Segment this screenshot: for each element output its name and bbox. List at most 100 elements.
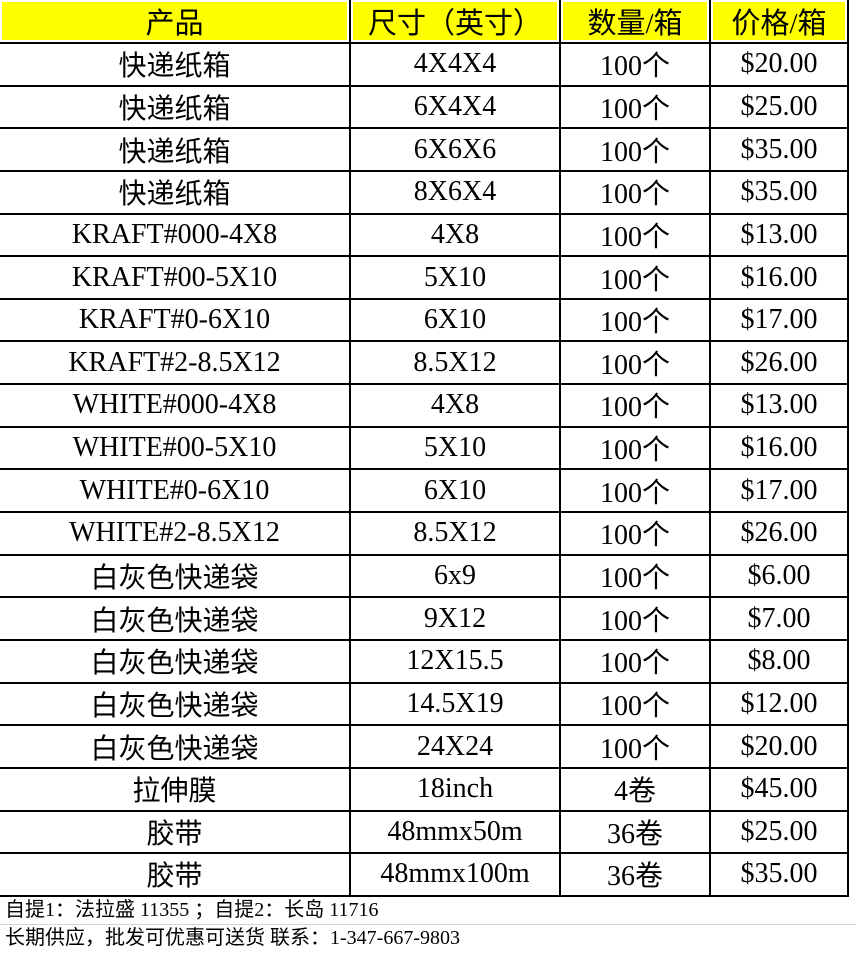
price-cell: $25.00	[709, 84, 849, 130]
size-cell: 5X10	[349, 255, 561, 300]
quantity-cell: 100个	[559, 425, 711, 471]
table-row: 白灰色快递袋 9X12 100个 $7.00	[0, 596, 849, 641]
quantity-cell: 4卷	[559, 766, 711, 812]
quantity-cell: 100个	[559, 340, 711, 386]
header-size: 尺寸（英寸）	[349, 0, 561, 44]
header-quantity: 数量/箱	[559, 0, 711, 44]
table-row: WHITE#000-4X8 4X8 100个 $13.00	[0, 383, 849, 428]
table-row: 拉伸膜 18inch 4卷 $45.00	[0, 766, 849, 812]
table-row: WHITE#0-6X10 6X10 100个 $17.00	[0, 468, 849, 514]
table-row: 快递纸箱 8X6X4 100个 $35.00	[0, 169, 849, 215]
size-cell: 48mmx50m	[349, 809, 561, 855]
product-cell: 拉伸膜	[0, 766, 351, 812]
price-cell: $35.00	[709, 852, 849, 897]
price-cell: $13.00	[709, 383, 849, 428]
table-row: 胶带 48mmx100m 36卷 $35.00	[0, 852, 849, 897]
product-cell: WHITE#0-6X10	[0, 468, 351, 514]
quantity-cell: 100个	[559, 596, 711, 641]
size-cell: 6X6X6	[349, 127, 561, 172]
quantity-cell: 100个	[559, 255, 711, 300]
price-cell: $25.00	[709, 809, 849, 855]
table-row: KRAFT#000-4X8 4X8 100个 $13.00	[0, 212, 849, 258]
price-cell: $35.00	[709, 169, 849, 215]
price-cell: $6.00	[709, 553, 849, 599]
price-table: 产品 尺寸（英寸） 数量/箱 价格/箱 快递纸箱 4X4X4 100个 $20.00 快…	[0, 0, 849, 897]
table-row: KRAFT#00-5X10 5X10 100个 $16.00	[0, 255, 849, 300]
size-cell: 8X6X4	[349, 169, 561, 215]
quantity-cell: 100个	[559, 468, 711, 514]
product-cell: 快递纸箱	[0, 127, 351, 172]
price-cell: $20.00	[709, 42, 849, 87]
product-cell: 快递纸箱	[0, 84, 351, 130]
table-body: 快递纸箱 4X4X4 100个 $20.00 快递纸箱 6X4X4 100个 $25.00 快递…	[0, 42, 849, 897]
size-cell: 6X10	[349, 468, 561, 514]
table-row: 胶带 48mmx50m 36卷 $25.00	[0, 809, 849, 855]
table-row: 白灰色快递袋 24X24 100个 $20.00	[0, 724, 849, 769]
product-cell: 快递纸箱	[0, 42, 351, 87]
price-cell: $16.00	[709, 425, 849, 471]
price-cell: $17.00	[709, 468, 849, 514]
size-cell: 9X12	[349, 596, 561, 641]
product-cell: 胶带	[0, 852, 351, 897]
header-row: 产品 尺寸（英寸） 数量/箱 价格/箱	[0, 0, 849, 44]
table-row: 快递纸箱 4X4X4 100个 $20.00	[0, 42, 849, 87]
product-cell: 白灰色快递袋	[0, 681, 351, 727]
product-cell: KRAFT#2-8.5X12	[0, 340, 351, 386]
product-cell: 白灰色快递袋	[0, 724, 351, 769]
table-row: 白灰色快递袋 12X15.5 100个 $8.00	[0, 638, 849, 684]
product-cell: KRAFT#00-5X10	[0, 255, 351, 300]
price-cell: $20.00	[709, 724, 849, 769]
price-cell: $13.00	[709, 212, 849, 258]
table-row: 快递纸箱 6X4X4 100个 $25.00	[0, 84, 849, 130]
size-cell: 48mmx100m	[349, 852, 561, 897]
product-cell: 白灰色快递袋	[0, 638, 351, 684]
table-row: WHITE#00-5X10 5X10 100个 $16.00	[0, 425, 849, 471]
quantity-cell: 100个	[559, 169, 711, 215]
size-cell: 24X24	[349, 724, 561, 769]
size-cell: 8.5X12	[349, 511, 561, 556]
table-row: 白灰色快递袋 14.5X19 100个 $12.00	[0, 681, 849, 727]
size-cell: 14.5X19	[349, 681, 561, 727]
quantity-cell: 100个	[559, 511, 711, 556]
product-cell: 白灰色快递袋	[0, 596, 351, 641]
price-cell: $8.00	[709, 638, 849, 684]
price-cell: $7.00	[709, 596, 849, 641]
product-cell: KRAFT#0-6X10	[0, 297, 351, 343]
price-cell: $26.00	[709, 511, 849, 556]
size-cell: 18inch	[349, 766, 561, 812]
header-product: 产品	[0, 0, 351, 44]
contact-info: 长期供应，批发可优惠可送货 联系：1-347-667-9803	[0, 925, 856, 953]
quantity-cell: 100个	[559, 553, 711, 599]
product-cell: 白灰色快递袋	[0, 553, 351, 599]
quantity-cell: 100个	[559, 212, 711, 258]
price-cell: $26.00	[709, 340, 849, 386]
quantity-cell: 100个	[559, 383, 711, 428]
size-cell: 12X15.5	[349, 638, 561, 684]
size-cell: 6X4X4	[349, 84, 561, 130]
product-cell: WHITE#000-4X8	[0, 383, 351, 428]
table-row: 白灰色快递袋 6x9 100个 $6.00	[0, 553, 849, 599]
size-cell: 8.5X12	[349, 340, 561, 386]
price-cell: $17.00	[709, 297, 849, 343]
table-row: WHITE#2-8.5X12 8.5X12 100个 $26.00	[0, 511, 849, 556]
size-cell: 6x9	[349, 553, 561, 599]
quantity-cell: 36卷	[559, 852, 711, 897]
size-cell: 4X4X4	[349, 42, 561, 87]
price-cell: $16.00	[709, 255, 849, 300]
header-price: 价格/箱	[709, 0, 849, 44]
size-cell: 5X10	[349, 425, 561, 471]
product-cell: WHITE#2-8.5X12	[0, 511, 351, 556]
quantity-cell: 100个	[559, 638, 711, 684]
quantity-cell: 100个	[559, 297, 711, 343]
quantity-cell: 100个	[559, 42, 711, 87]
size-cell: 4X8	[349, 212, 561, 258]
price-cell: $12.00	[709, 681, 849, 727]
quantity-cell: 100个	[559, 724, 711, 769]
size-cell: 4X8	[349, 383, 561, 428]
pickup-info: 自提1：法拉盛 11355 ；自提2：长岛 11716	[0, 897, 856, 926]
product-cell: 快递纸箱	[0, 169, 351, 215]
table-row: KRAFT#0-6X10 6X10 100个 $17.00	[0, 297, 849, 343]
table-row: 快递纸箱 6X6X6 100个 $35.00	[0, 127, 849, 172]
product-cell: KRAFT#000-4X8	[0, 212, 351, 258]
